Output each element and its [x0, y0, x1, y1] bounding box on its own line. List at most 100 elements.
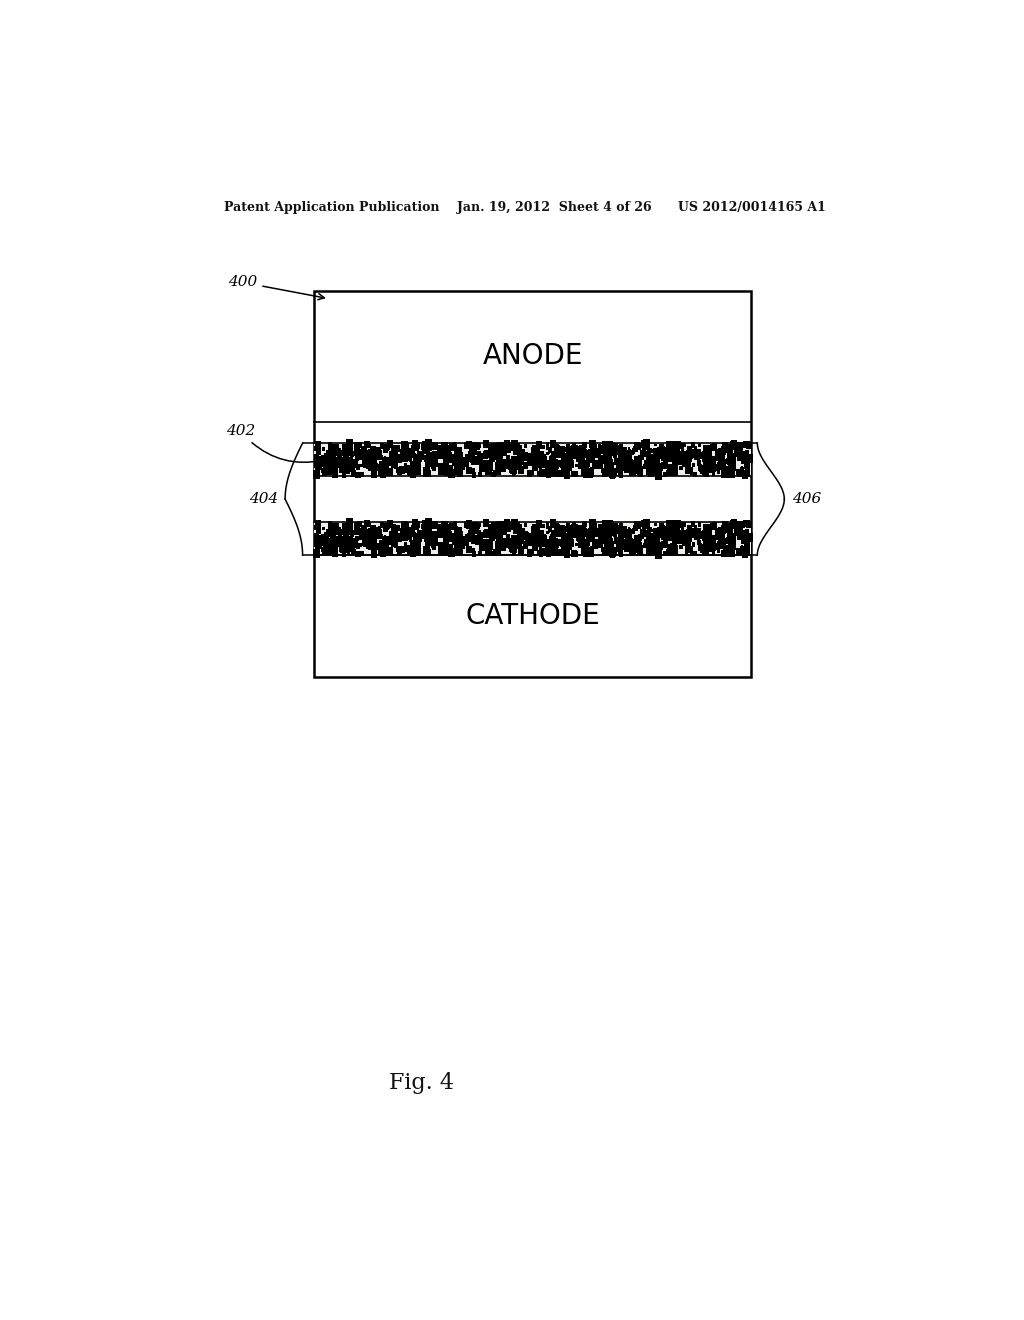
Bar [564, 469, 570, 479]
Bar [538, 458, 545, 469]
Bar [622, 451, 628, 458]
Bar [640, 450, 646, 457]
Bar [541, 543, 544, 545]
Bar [538, 455, 543, 462]
Bar [565, 524, 570, 528]
Bar [489, 532, 496, 541]
Bar [609, 442, 612, 446]
Bar [528, 453, 536, 459]
Bar [581, 532, 585, 537]
Bar [458, 527, 462, 533]
Bar [720, 532, 723, 539]
Bar [575, 449, 583, 458]
Bar [607, 529, 614, 536]
Bar [620, 461, 624, 467]
Bar [722, 442, 728, 451]
Bar [490, 450, 496, 455]
Bar [341, 463, 347, 471]
Bar [637, 465, 642, 471]
Bar [721, 454, 724, 457]
Bar [506, 535, 510, 540]
Bar [542, 533, 547, 540]
Bar [727, 451, 732, 457]
Bar [423, 469, 427, 474]
Bar [666, 454, 672, 462]
Bar [426, 469, 429, 473]
Bar [384, 523, 389, 528]
Bar [549, 457, 555, 463]
Bar [437, 524, 444, 535]
Bar [534, 457, 537, 461]
Bar [641, 441, 646, 447]
Bar [472, 521, 478, 529]
Bar [339, 463, 346, 473]
Bar [332, 525, 339, 535]
Bar [710, 545, 716, 552]
Bar [648, 454, 654, 461]
Bar [567, 461, 573, 467]
Bar [342, 470, 344, 474]
Bar [486, 459, 492, 467]
Bar [702, 467, 709, 475]
Bar [410, 539, 412, 541]
Bar [415, 544, 421, 550]
Bar [501, 450, 507, 455]
Bar [417, 533, 422, 541]
Bar [501, 449, 504, 453]
Bar [403, 521, 409, 528]
Bar [379, 471, 382, 475]
Bar [524, 532, 528, 537]
Bar [449, 548, 455, 557]
Bar [732, 535, 736, 540]
Bar [380, 523, 384, 528]
Bar [497, 521, 503, 528]
Bar [748, 462, 750, 465]
Bar [679, 539, 683, 544]
Bar [457, 458, 462, 466]
Bar [399, 466, 406, 474]
Bar [550, 462, 556, 470]
Bar [361, 550, 365, 556]
Bar [480, 465, 483, 469]
Bar [550, 454, 556, 463]
Bar [356, 465, 360, 470]
Bar [602, 471, 607, 477]
Bar [418, 533, 422, 539]
Bar [457, 548, 463, 556]
Bar [465, 533, 468, 539]
Bar [513, 524, 517, 532]
Bar [346, 445, 351, 451]
Bar [592, 450, 595, 455]
Bar [380, 444, 384, 449]
Bar [689, 549, 693, 554]
Bar [531, 539, 536, 545]
Bar [718, 454, 721, 457]
Bar [668, 544, 671, 548]
Bar [563, 533, 567, 539]
Bar [522, 453, 529, 461]
Bar [355, 523, 359, 528]
Bar [642, 527, 646, 531]
Bar [618, 539, 623, 544]
Bar [541, 461, 546, 467]
Bar [696, 453, 701, 459]
Bar [600, 536, 603, 539]
Bar [741, 536, 746, 543]
Bar [313, 537, 319, 546]
Bar [550, 533, 556, 543]
Bar [535, 457, 539, 461]
Bar [697, 466, 702, 471]
Bar [582, 442, 587, 447]
Bar [502, 539, 507, 545]
Bar [340, 462, 346, 467]
Bar [712, 525, 716, 531]
Bar [729, 541, 734, 546]
Bar [438, 454, 443, 459]
Bar [474, 449, 477, 454]
Bar [462, 536, 469, 546]
Bar [718, 458, 721, 463]
Bar [729, 462, 734, 467]
Bar [717, 536, 721, 540]
Bar [635, 458, 639, 462]
Bar [379, 465, 385, 473]
